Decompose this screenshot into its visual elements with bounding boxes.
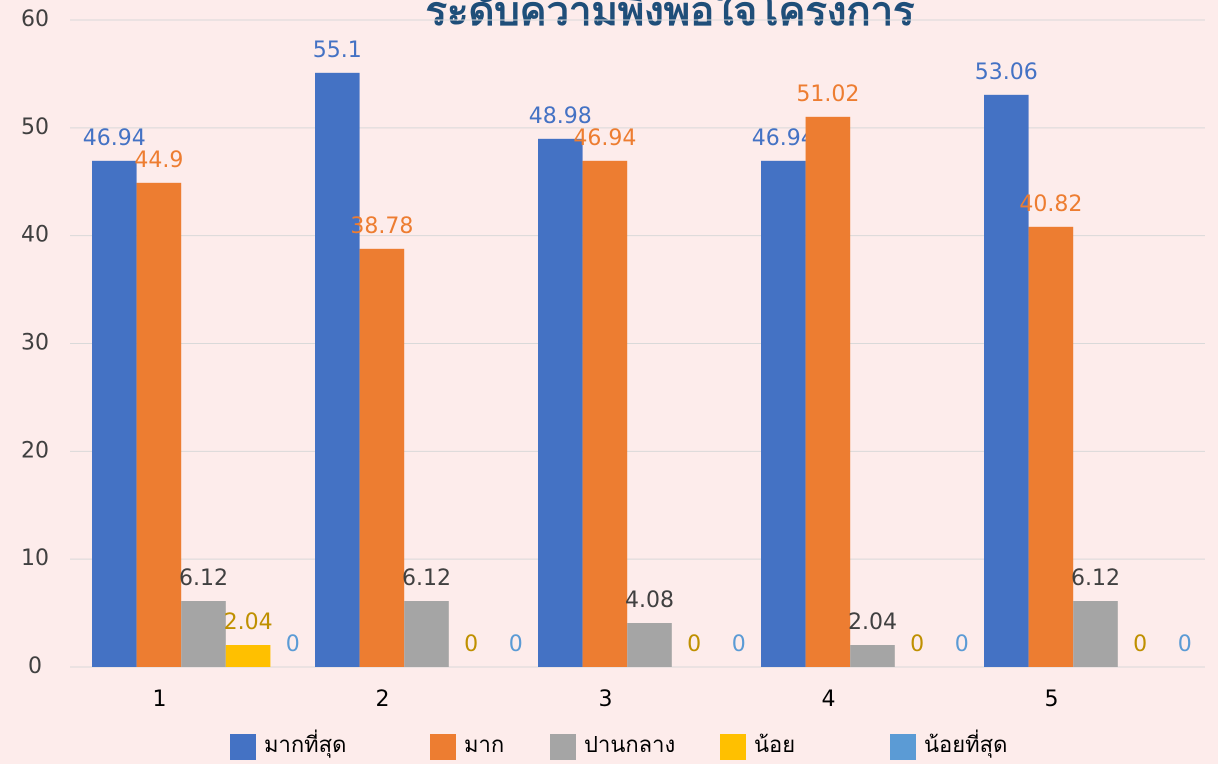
y-tick-label: 20	[21, 438, 49, 463]
bar	[315, 72, 360, 668]
bar	[582, 160, 628, 668]
data-label: 0	[509, 632, 523, 657]
data-label: 48.98	[529, 104, 592, 129]
bar	[850, 645, 895, 667]
data-label: 0	[910, 632, 924, 657]
data-label: 0	[955, 632, 969, 657]
x-tick-label: 3	[599, 687, 613, 712]
data-label: 51.02	[796, 82, 859, 107]
data-label: 4.08	[625, 588, 674, 613]
data-label: 46.94	[752, 126, 815, 151]
legend-swatch	[230, 734, 256, 760]
data-label: 38.78	[350, 214, 413, 239]
bar	[225, 645, 271, 667]
data-label: 46.94	[83, 126, 146, 151]
legend-label: น้อยที่สุด	[924, 729, 1007, 758]
bar	[984, 94, 1029, 668]
legend-swatch	[430, 734, 456, 760]
data-label: 6.12	[179, 566, 228, 591]
data-label: 55.1	[313, 38, 362, 63]
chart-title: ระดับความพึงพอใจโครงการ	[425, 0, 915, 35]
data-label: 0	[687, 632, 701, 657]
data-label: 0	[1178, 632, 1192, 657]
y-tick-label: 50	[21, 115, 49, 140]
bar	[538, 138, 583, 667]
y-tick-label: 40	[21, 223, 49, 248]
bar	[1028, 226, 1074, 667]
x-tick-label: 4	[822, 687, 836, 712]
legend-swatch	[550, 734, 576, 760]
data-label: 46.94	[573, 126, 636, 151]
bar	[136, 182, 182, 667]
y-tick-label: 30	[21, 331, 49, 356]
data-label: 53.06	[975, 60, 1038, 85]
x-tick-label: 5	[1045, 687, 1059, 712]
data-label: 44.9	[134, 148, 183, 173]
bar	[181, 601, 226, 667]
y-tick-label: 60	[21, 7, 49, 32]
legend-swatch	[890, 734, 916, 760]
data-label: 6.12	[1071, 566, 1120, 591]
bar	[805, 116, 851, 667]
legend-label: ปานกลาง	[584, 733, 675, 758]
legend-label: มากที่สุด	[264, 729, 346, 758]
x-tick-label: 2	[376, 687, 390, 712]
bar	[359, 248, 405, 667]
data-label: 0	[732, 632, 746, 657]
legend-label: น้อย	[754, 733, 795, 758]
bar	[761, 160, 806, 668]
data-label: 0	[1133, 632, 1147, 657]
bar	[1073, 601, 1118, 667]
data-label: 6.12	[402, 566, 451, 591]
x-tick-label: 1	[153, 687, 167, 712]
y-tick-label: 10	[21, 546, 49, 571]
data-label: 2.04	[848, 610, 897, 635]
data-label: 40.82	[1019, 192, 1082, 217]
legend-swatch	[720, 734, 746, 760]
bar	[627, 623, 672, 667]
legend-label: มาก	[464, 733, 504, 758]
data-label: 0	[464, 632, 478, 657]
bar	[404, 601, 449, 667]
bar	[92, 160, 137, 668]
data-label: 0	[286, 632, 300, 657]
y-tick-label: 0	[28, 654, 42, 679]
data-label: 2.04	[224, 610, 273, 635]
